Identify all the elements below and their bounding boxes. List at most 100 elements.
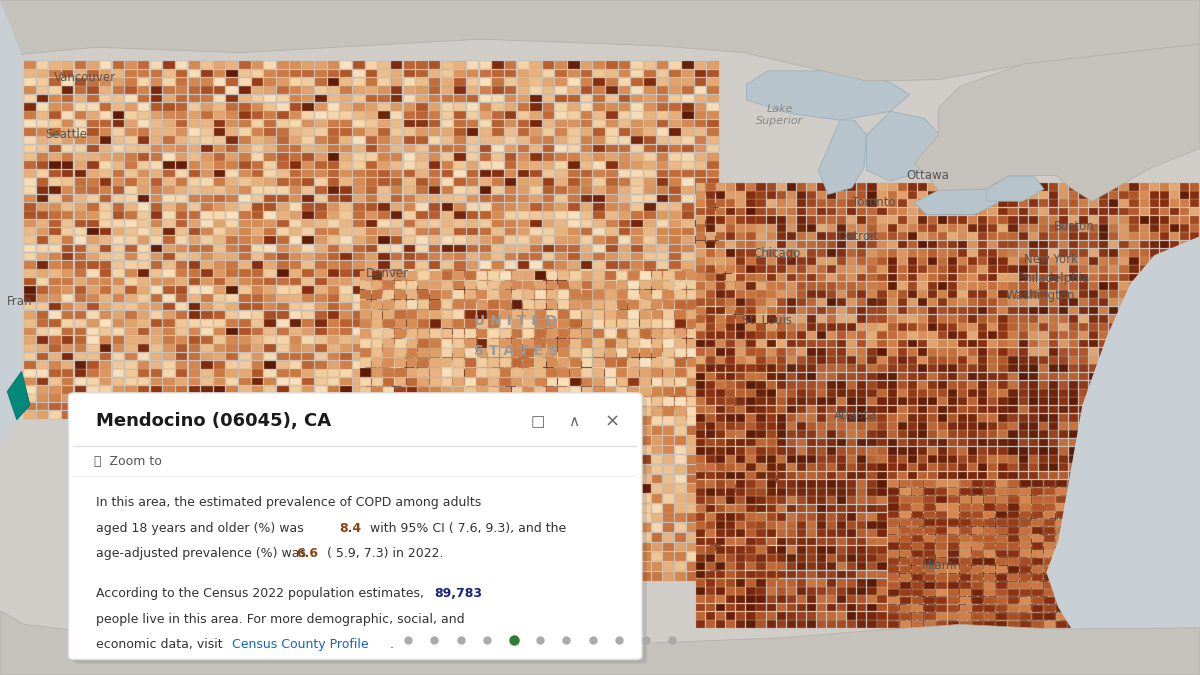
Bar [1120,464,1128,471]
Bar [530,303,541,310]
Bar [787,579,796,587]
Bar [492,369,504,377]
Bar [252,194,263,202]
Bar [1099,265,1109,273]
Bar [407,552,418,561]
Bar [328,294,340,302]
Bar [746,257,756,265]
Bar [631,78,643,86]
Bar [877,306,887,315]
Bar [1159,423,1169,430]
Bar [500,310,511,319]
Bar [1170,554,1178,562]
Bar [442,329,452,338]
Bar [776,562,786,570]
Bar [1170,183,1178,190]
Bar [454,377,464,386]
Bar [383,562,394,571]
Bar [1090,587,1098,595]
Bar [480,128,491,136]
Bar [928,480,937,487]
Bar [1109,290,1118,298]
Bar [745,281,756,290]
Bar [958,620,967,628]
Bar [1049,290,1058,298]
Bar [214,111,226,119]
Bar [1008,613,1019,620]
Bar [593,387,604,396]
Bar [776,431,786,438]
Bar [716,306,725,315]
Bar [542,178,554,186]
Bar [252,402,263,410]
Bar [403,169,415,178]
Bar [176,178,187,186]
Bar [670,236,680,244]
Bar [403,336,415,344]
Bar [150,153,162,161]
Bar [74,203,86,211]
Bar [125,286,137,294]
Bar [716,315,725,323]
Bar [163,178,175,186]
Bar [150,369,162,377]
Bar [617,310,628,319]
Bar [1028,505,1038,512]
Bar [277,186,289,194]
Bar [1008,488,1019,495]
Bar [644,344,655,352]
Bar [302,186,314,194]
Bar [898,571,907,578]
Bar [984,550,995,558]
Bar [360,368,371,377]
Bar [1080,495,1091,503]
Bar [838,348,846,356]
Bar [1090,216,1098,223]
Bar [1109,232,1118,240]
Bar [631,136,643,144]
Bar [726,439,736,446]
Bar [737,521,745,529]
Bar [664,562,674,571]
Bar [674,475,685,483]
Bar [838,480,846,487]
Bar [113,294,124,302]
Bar [1109,562,1118,570]
Bar [989,216,997,223]
Bar [1090,208,1098,215]
Bar [442,361,454,369]
Bar [1159,546,1169,554]
Bar [1039,290,1048,298]
Bar [631,161,643,169]
Bar [316,78,326,86]
Bar [594,95,605,103]
Bar [776,595,786,603]
Bar [1099,298,1109,306]
Bar [1028,183,1038,190]
Bar [757,407,767,416]
Bar [827,306,836,315]
Bar [756,340,766,347]
Bar [480,386,491,394]
Bar [1159,348,1169,356]
Bar [1150,265,1159,273]
Bar [1099,488,1109,495]
Bar [581,61,593,69]
Bar [619,261,630,269]
Bar [289,178,301,186]
Bar [1008,589,1019,597]
Bar [710,426,721,435]
Bar [24,319,36,327]
Bar [1120,488,1128,495]
Bar [968,513,977,520]
Bar [978,406,988,413]
Bar [968,480,977,487]
Bar [938,274,947,281]
Bar [239,236,251,244]
Bar [1109,521,1118,529]
Bar [1032,613,1043,620]
Bar [49,144,61,153]
Bar [100,344,112,352]
Bar [316,278,326,286]
Bar [1079,340,1088,347]
